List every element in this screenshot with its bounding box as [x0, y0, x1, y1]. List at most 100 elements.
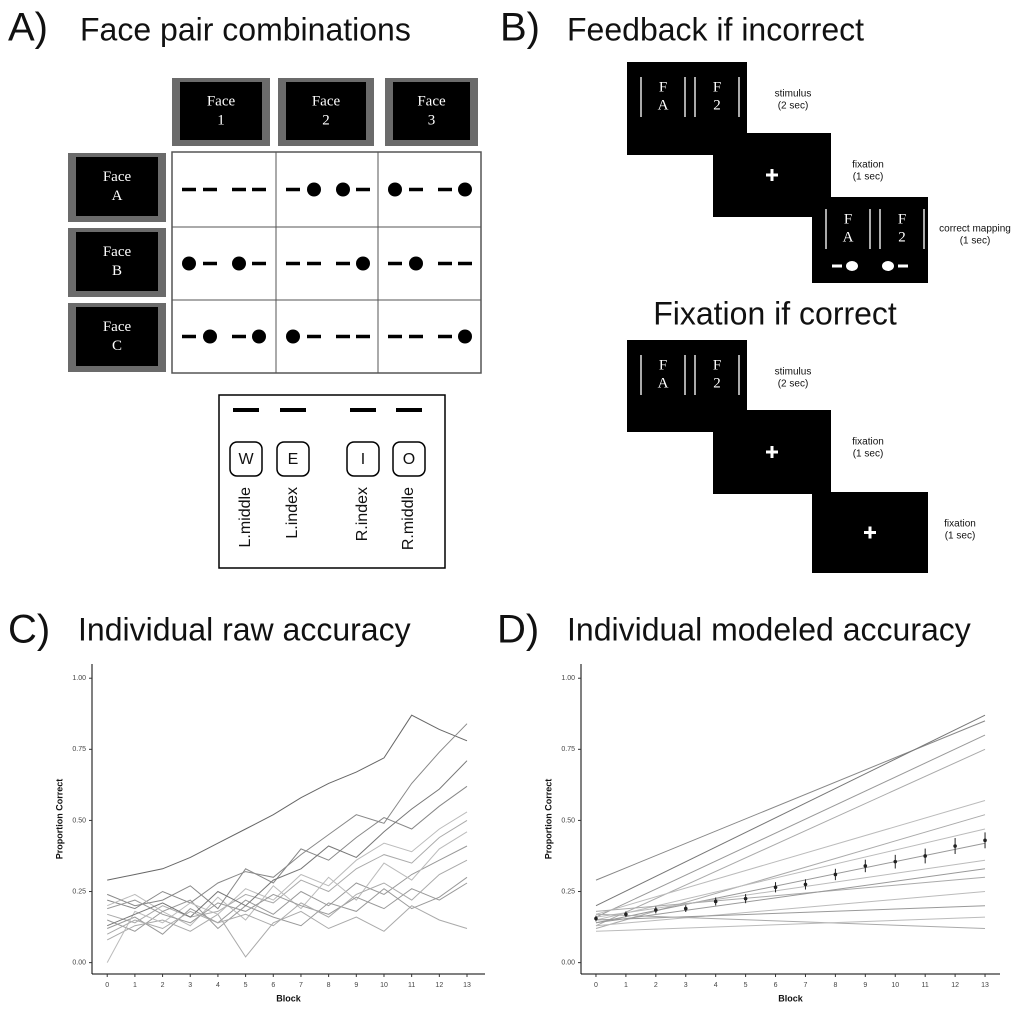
mean-point — [654, 908, 658, 912]
legend-box — [218, 394, 446, 569]
y-tick-label: 0.25 — [72, 888, 86, 895]
x-tick-label: 7 — [804, 982, 808, 989]
face-screen — [76, 157, 158, 216]
face-screen — [180, 82, 262, 140]
x-tick-label: 8 — [833, 982, 837, 989]
y-axis-title: Proportion Correct — [543, 779, 553, 860]
series-line — [595, 876, 986, 912]
x-tick-label: 3 — [684, 982, 688, 989]
key-cap — [346, 441, 380, 477]
panel-subtitle: Fixation if correct — [653, 295, 897, 331]
key-dot — [252, 329, 266, 344]
mean-point — [863, 864, 868, 868]
x-tick-label: 13 — [463, 982, 471, 989]
y-tick-label: 1.00 — [561, 675, 575, 682]
y-tick-label: 0.25 — [561, 888, 575, 895]
face-label: Face — [417, 93, 446, 109]
key-dot — [182, 256, 196, 271]
y-tick-label: 0.00 — [561, 959, 575, 966]
finger-label: R.middle — [400, 487, 417, 550]
series-line — [106, 859, 468, 935]
key-letter: E — [288, 451, 299, 468]
timing-label: correct mapping — [939, 224, 1011, 235]
key-letter: I — [361, 451, 365, 468]
y-tick-label: 0.50 — [561, 817, 575, 824]
face-label: Face — [312, 93, 341, 109]
mean-point — [773, 885, 778, 890]
key-cap — [229, 441, 263, 477]
x-axis-title: Block — [778, 993, 804, 1003]
stim-letter: A — [843, 229, 854, 245]
finger-label: L.index — [284, 487, 301, 539]
x-axis-title: Block — [276, 993, 302, 1003]
face-label: Face — [103, 169, 132, 185]
mean-point — [624, 912, 628, 917]
face-label: C — [112, 338, 122, 354]
key-letter: W — [238, 451, 254, 468]
panel-title: Feedback if incorrect — [567, 11, 864, 47]
x-tick-label: 10 — [380, 982, 388, 989]
series-line — [107, 714, 468, 881]
finger-label: L.middle — [237, 487, 254, 548]
face-label: Face — [207, 93, 236, 109]
y-tick-label: 0.75 — [72, 746, 86, 753]
series-line — [107, 882, 468, 924]
key-dot — [409, 256, 423, 271]
x-tick-label: 4 — [714, 982, 718, 989]
x-tick-label: 3 — [188, 982, 192, 989]
x-tick-label: 13 — [981, 982, 989, 989]
stim-letter: F — [659, 357, 667, 373]
key-dot — [388, 182, 402, 197]
series-line — [107, 876, 468, 932]
x-tick-label: 0 — [594, 982, 598, 989]
finger-label: R.index — [354, 487, 371, 541]
key-dot — [458, 182, 472, 197]
y-axis-title: Proportion Correct — [54, 779, 64, 860]
face-label: Face — [103, 244, 132, 260]
stim-letter: A — [658, 375, 669, 391]
x-tick-label: 11 — [922, 982, 929, 989]
x-tick-label: 1 — [133, 982, 137, 989]
x-tick-label: 6 — [271, 982, 275, 989]
series-line — [595, 859, 986, 918]
x-tick-label: 11 — [408, 982, 415, 989]
panel-label: A) — [8, 6, 48, 50]
face-label: 2 — [322, 112, 330, 128]
series-line — [595, 868, 986, 924]
series-line — [107, 723, 468, 910]
series-line — [595, 916, 986, 932]
series-line — [595, 913, 986, 929]
timing-label: stimulus — [775, 89, 812, 100]
key-letter: O — [403, 451, 415, 468]
series-line — [595, 748, 986, 927]
grid-frame — [171, 151, 482, 374]
mean-point — [743, 896, 748, 901]
series-line — [106, 811, 468, 963]
mean-point — [953, 844, 957, 848]
x-tick-label: 8 — [327, 982, 331, 989]
stim-letter: 2 — [898, 229, 906, 245]
chart-title: Individual raw accuracy — [78, 611, 411, 647]
key-dot — [458, 329, 472, 344]
stim-letter: F — [659, 79, 667, 95]
key-dot — [307, 182, 321, 197]
panel-title: Face pair combinations — [80, 11, 411, 47]
mean-point — [683, 906, 688, 911]
x-tick-label: 2 — [654, 982, 658, 989]
stim-letter: 2 — [713, 97, 721, 113]
series-line — [595, 734, 986, 918]
mean-point — [713, 899, 718, 904]
x-tick-label: 2 — [161, 982, 165, 989]
timing-label: fixation — [944, 519, 976, 530]
panel-label: D) — [497, 608, 539, 652]
stim-letter: F — [844, 211, 852, 227]
key-dot — [232, 256, 246, 271]
x-tick-label: 10 — [891, 982, 899, 989]
x-tick-label: 5 — [744, 982, 748, 989]
series-line — [107, 819, 468, 924]
x-tick-label: 12 — [435, 982, 443, 989]
series-line — [595, 714, 986, 907]
face-screen — [76, 307, 158, 366]
